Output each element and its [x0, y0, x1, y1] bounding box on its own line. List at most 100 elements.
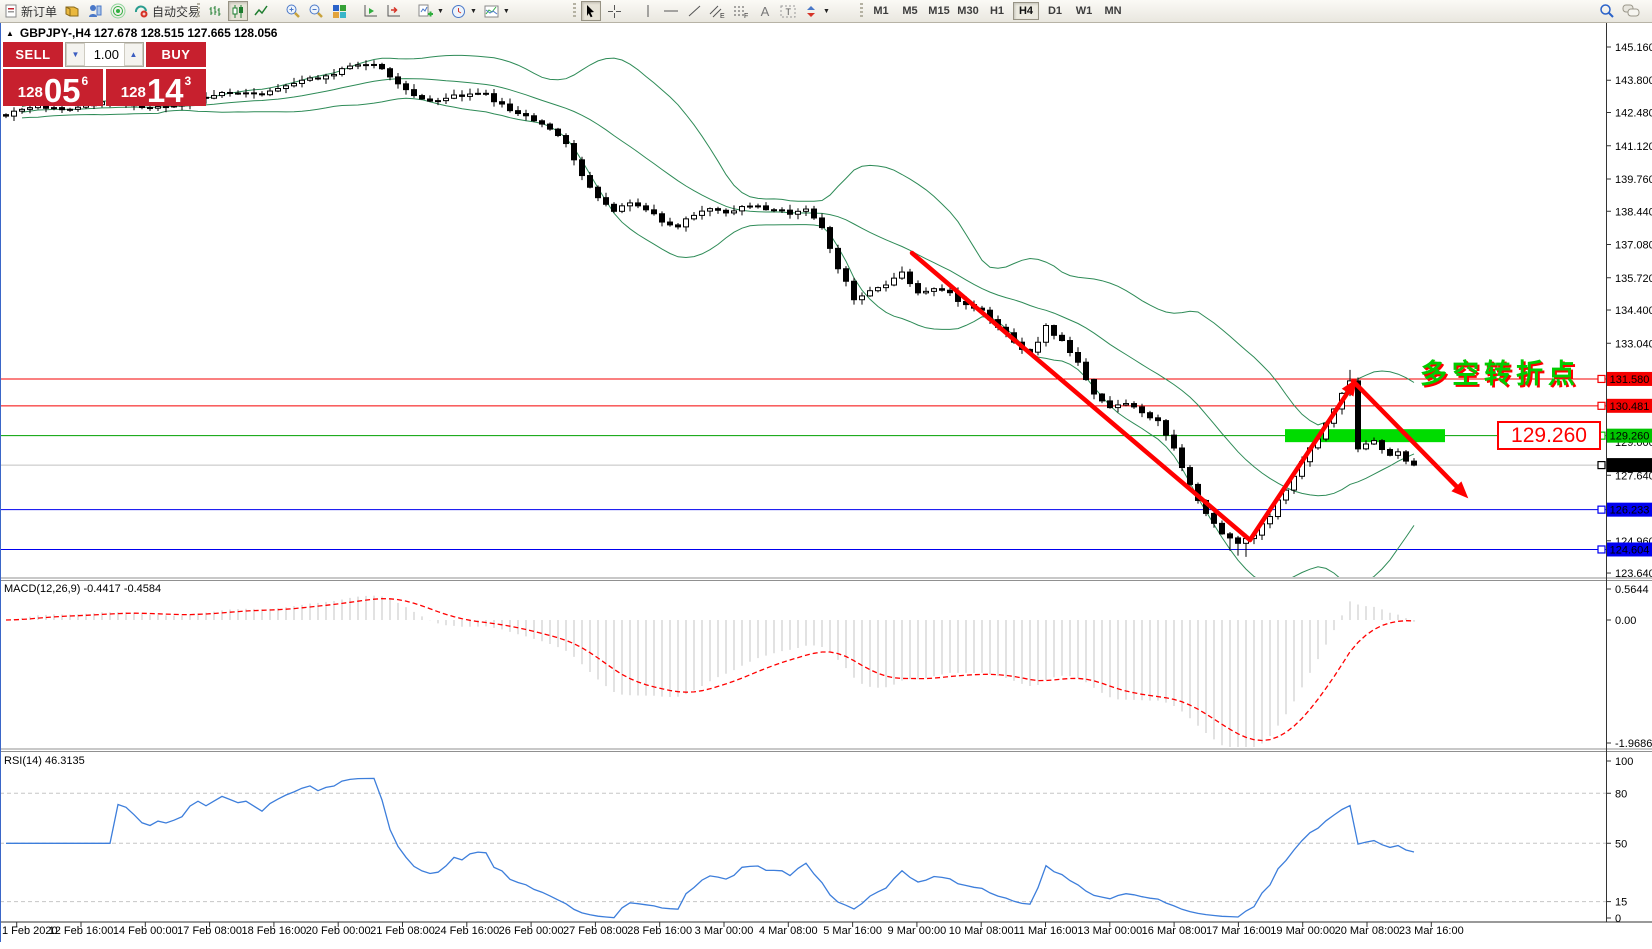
level-anchor-square[interactable] — [1597, 460, 1606, 470]
periods-button[interactable]: ▼ — [449, 1, 479, 21]
vertical-line-button[interactable] — [638, 1, 658, 21]
macd-tick-label: -1.9686 — [1615, 738, 1652, 750]
date-tick-label: 21 Feb 08:00 — [370, 925, 435, 937]
trend-arrow[interactable] — [1350, 378, 1465, 495]
candle-body — [867, 290, 873, 297]
highlight-rectangle[interactable] — [1285, 429, 1445, 443]
templates-button[interactable]: ▼ — [482, 1, 512, 21]
date-tick-label: 3 Mar 00:00 — [695, 925, 754, 937]
level-anchor-square[interactable] — [1597, 401, 1606, 410]
candlestick-chart-button[interactable] — [228, 1, 248, 21]
auto-scroll-button[interactable] — [361, 1, 381, 21]
macd-label: MACD(12,26,9) -0.4417 -0.4584 — [4, 583, 162, 595]
date-tick-label: 17 Mar 16:00 — [1206, 925, 1271, 937]
timeframe-m5-button[interactable]: M5 — [902, 5, 918, 17]
candle-body — [931, 288, 937, 292]
volume-decrease-button[interactable]: ▼ — [66, 43, 85, 66]
candle-body — [835, 247, 841, 270]
candle-body — [1211, 512, 1217, 524]
text-button[interactable]: A — [755, 1, 775, 21]
candle-body — [1371, 440, 1377, 445]
candle-body — [427, 98, 433, 102]
new-chart-button[interactable]: ▼ — [416, 1, 446, 21]
candle-body — [1363, 443, 1369, 450]
volume-increase-button[interactable]: ▲ — [124, 43, 143, 66]
price-tick-label: 142.480 — [1615, 108, 1652, 120]
toolbar-grip[interactable] — [860, 3, 863, 18]
equidistant-channel-button[interactable]: E — [707, 1, 728, 21]
trendline-button[interactable] — [684, 1, 704, 21]
candle-body — [1219, 522, 1225, 535]
candle-body — [387, 68, 393, 78]
buy-price[interactable]: 128 14 3 — [106, 69, 206, 107]
price-tick-label: 143.800 — [1615, 75, 1652, 87]
timeframe-mn-button[interactable]: MN — [1104, 5, 1122, 17]
timeframe-m30-button[interactable]: M30 — [957, 5, 979, 17]
candle-body — [1227, 533, 1233, 539]
timeframe-m1-button[interactable]: M1 — [873, 5, 889, 17]
chat-button[interactable] — [1620, 1, 1642, 21]
chart-shift-icon — [387, 5, 400, 17]
signals-button[interactable] — [108, 1, 128, 21]
candle-body — [923, 290, 929, 294]
timeframe-w1-button[interactable]: W1 — [1075, 5, 1093, 17]
trend-arrow[interactable] — [1247, 383, 1355, 543]
volume-input[interactable]: 1.00 — [93, 47, 119, 62]
sell-price-big: 05 — [43, 72, 81, 109]
candle-body — [259, 93, 265, 96]
date-tick-label: 26 Feb 00:00 — [499, 925, 564, 937]
candle-body — [555, 128, 561, 137]
charts-profile-button[interactable] — [62, 1, 82, 21]
price-badge-label: 129.260 — [1610, 431, 1650, 443]
arrows-button[interactable]: ▼ — [802, 1, 832, 21]
timeframe-d1-button[interactable]: D1 — [1047, 5, 1063, 17]
sell-price[interactable]: 128 05 6 — [3, 69, 103, 109]
cursor-button[interactable] — [581, 1, 601, 21]
horizontal-line-button[interactable] — [661, 1, 681, 21]
candle-body — [787, 209, 793, 215]
fibonacci-button[interactable]: F — [731, 1, 752, 21]
chevron-down-icon: ▼ — [502, 7, 510, 15]
level-anchor-square[interactable] — [1597, 505, 1606, 514]
macd-tick-label: 0.00 — [1615, 615, 1636, 627]
trend-arrow[interactable] — [909, 250, 1253, 543]
zoom-in-button[interactable] — [283, 1, 303, 21]
toolbar-grip[interactable] — [197, 3, 200, 18]
rsi-tick-label: 100 — [1615, 756, 1633, 768]
date-tick-label: 19 Mar 00:00 — [1270, 925, 1335, 937]
new-order-button[interactable]: 新订单 — [2, 1, 59, 21]
candle-body — [819, 217, 825, 229]
candle-body — [67, 108, 73, 111]
auto-trading-button[interactable]: 自动交易 — [131, 1, 202, 21]
sell-button[interactable]: SELL — [3, 42, 63, 67]
timeframe-m15-button[interactable]: M15 — [928, 5, 950, 17]
candle-body — [435, 100, 441, 103]
crosshair-button[interactable] — [604, 1, 624, 21]
chart-shift-button[interactable] — [384, 1, 404, 21]
price-badge-label: 128.056 — [1610, 460, 1650, 472]
buy-button[interactable]: BUY — [146, 42, 206, 67]
level-anchor-square[interactable] — [1597, 374, 1606, 384]
candle-body — [355, 64, 361, 67]
zoom-out-button[interactable] — [306, 1, 326, 21]
signal-icon — [110, 3, 126, 19]
candle-body — [147, 107, 153, 110]
candle-body — [163, 106, 169, 109]
candle-body — [211, 95, 217, 99]
candle-body — [443, 97, 449, 102]
tile-windows-button[interactable] — [329, 1, 349, 21]
timeframe-h1-button[interactable]: H1 — [989, 5, 1005, 17]
price-level-label: 129.260 — [1497, 421, 1601, 450]
sell-price-sup: 6 — [81, 74, 89, 88]
level-anchor-square[interactable] — [1597, 545, 1606, 554]
line-chart-button[interactable] — [251, 1, 271, 21]
text-label-button[interactable]: T — [778, 1, 799, 21]
candle-body — [451, 94, 457, 99]
search-button[interactable] — [1597, 1, 1617, 21]
collapse-icon[interactable]: ▲ — [6, 28, 14, 38]
toolbar-grip[interactable] — [573, 3, 576, 18]
timeframe-h4-button[interactable]: H4 — [1013, 2, 1039, 20]
bar-chart-button[interactable] — [205, 1, 225, 21]
publisher-button[interactable] — [85, 1, 105, 21]
